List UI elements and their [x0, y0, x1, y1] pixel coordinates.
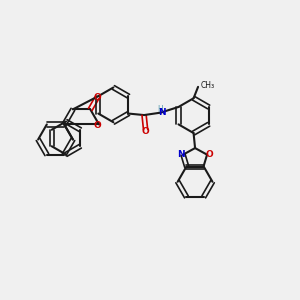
Text: O: O — [142, 128, 149, 136]
Text: CH₃: CH₃ — [201, 82, 215, 91]
Text: O: O — [206, 150, 213, 159]
Text: O: O — [93, 93, 101, 102]
Text: N: N — [158, 108, 166, 117]
Text: N: N — [177, 150, 184, 159]
Text: O: O — [94, 121, 101, 130]
Text: H: H — [157, 105, 163, 114]
